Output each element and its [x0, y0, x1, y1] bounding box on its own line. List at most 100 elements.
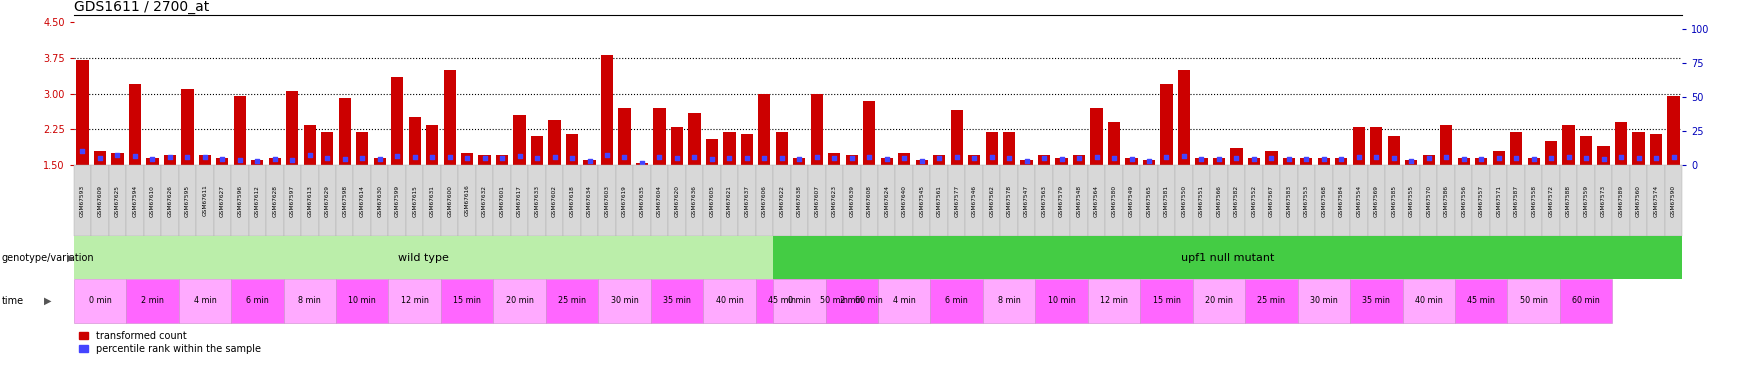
Point [1081, 154, 1109, 160]
FancyBboxPatch shape [1576, 165, 1594, 236]
Bar [1369, 127, 1381, 165]
Bar [493, 279, 546, 322]
Bar [374, 158, 386, 165]
Bar [179, 279, 232, 322]
Text: GSM67620: GSM67620 [674, 184, 679, 217]
Text: 60 min: 60 min [1571, 296, 1599, 305]
Bar [74, 279, 126, 322]
Text: GSM67622: GSM67622 [779, 184, 784, 217]
Text: GSM67583: GSM67583 [1286, 184, 1290, 217]
Text: GSM67589: GSM67589 [1618, 184, 1623, 217]
Text: GSM67553: GSM67553 [1304, 184, 1307, 217]
Point [209, 156, 237, 162]
FancyBboxPatch shape [318, 165, 335, 236]
Bar [949, 110, 962, 165]
Bar [1297, 279, 1350, 322]
Bar [512, 115, 525, 165]
Bar [1580, 136, 1592, 165]
Point [1483, 155, 1511, 161]
Text: 10 min: 10 min [1048, 296, 1074, 305]
Bar [807, 279, 860, 322]
FancyBboxPatch shape [388, 165, 405, 236]
Point [732, 155, 760, 161]
Text: GSM67549: GSM67549 [1128, 184, 1134, 217]
Text: GSM67600: GSM67600 [448, 184, 451, 217]
FancyBboxPatch shape [1350, 165, 1367, 236]
FancyBboxPatch shape [1297, 165, 1314, 236]
Text: GSM67558: GSM67558 [1530, 184, 1536, 217]
Text: GSM67593: GSM67593 [81, 184, 84, 217]
Text: GSM67573: GSM67573 [1601, 184, 1606, 217]
Text: GSM67598: GSM67598 [342, 184, 347, 217]
FancyBboxPatch shape [197, 165, 214, 236]
Text: GSM67604: GSM67604 [656, 184, 662, 217]
Bar [985, 132, 997, 165]
Text: ▶: ▶ [44, 296, 51, 306]
Bar [758, 94, 770, 165]
Point [1571, 155, 1599, 161]
Bar [126, 279, 179, 322]
FancyBboxPatch shape [1611, 165, 1629, 236]
Text: 50 min: 50 min [820, 296, 848, 305]
Point [558, 155, 586, 161]
Text: GSM67618: GSM67618 [569, 185, 574, 217]
FancyBboxPatch shape [1472, 165, 1488, 236]
Text: 2 min: 2 min [841, 296, 863, 305]
Bar [878, 279, 930, 322]
Point [1327, 156, 1355, 162]
FancyBboxPatch shape [74, 165, 91, 236]
Point [1064, 155, 1092, 161]
FancyBboxPatch shape [493, 165, 511, 236]
Point [488, 155, 516, 161]
Text: GSM67557: GSM67557 [1478, 184, 1483, 217]
Text: GSM67628: GSM67628 [272, 184, 277, 217]
Bar [269, 158, 281, 165]
Point [330, 156, 358, 162]
Text: 0 min: 0 min [88, 296, 111, 305]
Text: GSM67571: GSM67571 [1495, 184, 1501, 217]
Point [1553, 154, 1581, 160]
Bar [391, 77, 404, 165]
Text: GSM67623: GSM67623 [832, 184, 837, 217]
Point [1169, 153, 1197, 159]
FancyBboxPatch shape [249, 165, 267, 236]
Text: GSM67614: GSM67614 [360, 185, 365, 217]
Bar [93, 151, 105, 165]
Point [1099, 155, 1127, 161]
Bar [1402, 279, 1455, 322]
Bar [1299, 158, 1311, 165]
Text: wild type: wild type [398, 253, 449, 263]
Text: 35 min: 35 min [663, 296, 690, 305]
Text: ▶: ▶ [67, 253, 74, 263]
Bar [1455, 279, 1506, 322]
Text: GSM67554: GSM67554 [1355, 184, 1360, 217]
Text: 4 min: 4 min [892, 296, 914, 305]
Point [1397, 158, 1425, 164]
Text: GSM67601: GSM67601 [500, 185, 504, 217]
Point [925, 155, 953, 161]
FancyBboxPatch shape [790, 165, 807, 236]
Text: GSM67621: GSM67621 [727, 185, 732, 217]
Text: GSM67563: GSM67563 [1041, 184, 1046, 217]
Text: 8 min: 8 min [298, 296, 321, 305]
Point [505, 153, 534, 159]
Text: 60 min: 60 min [855, 296, 883, 305]
Bar [1035, 279, 1086, 322]
FancyBboxPatch shape [669, 165, 684, 236]
Bar [776, 132, 788, 165]
FancyBboxPatch shape [1157, 165, 1174, 236]
Bar [251, 160, 263, 165]
FancyBboxPatch shape [1385, 165, 1402, 236]
Text: GSM67636: GSM67636 [691, 185, 697, 217]
Bar [356, 132, 369, 165]
FancyBboxPatch shape [755, 165, 772, 236]
Bar [74, 236, 772, 279]
Point [1013, 158, 1041, 164]
FancyBboxPatch shape [878, 165, 895, 236]
FancyBboxPatch shape [126, 165, 144, 236]
Bar [1562, 124, 1574, 165]
Bar [444, 70, 456, 165]
Text: GSM67548: GSM67548 [1076, 184, 1081, 217]
Text: GSM67639: GSM67639 [849, 184, 853, 217]
FancyBboxPatch shape [1506, 165, 1523, 236]
